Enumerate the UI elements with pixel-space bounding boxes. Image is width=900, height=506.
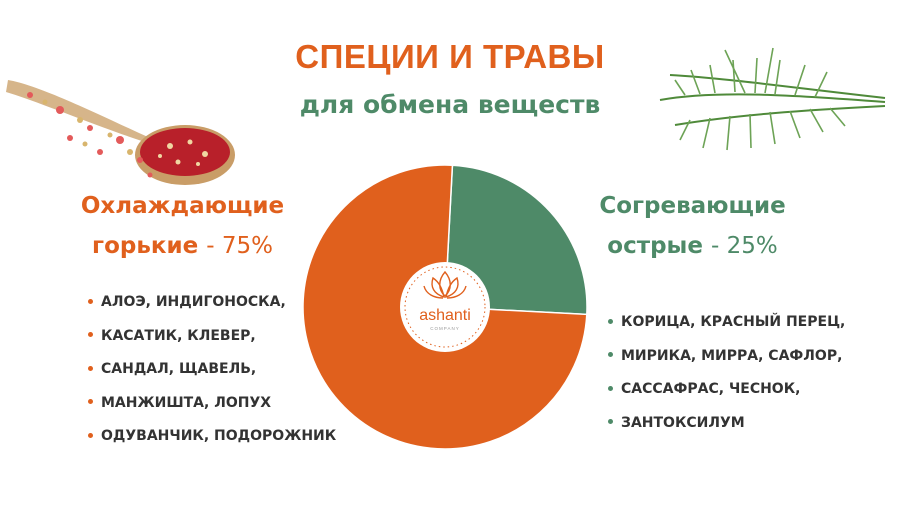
page-title: СПЕЦИИ И ТРАВЫ	[295, 38, 605, 75]
list-item: МИРИКА, МИРРА, САФЛОР,	[608, 346, 845, 380]
bullet-icon	[88, 399, 93, 404]
warming-heading-line2: острые	[607, 233, 703, 259]
bullet-icon	[88, 365, 93, 371]
warming-group-heading: Согревающие острые - 25%	[570, 186, 815, 266]
list-item: ЗАНТОКСИЛУМ	[608, 413, 845, 447]
list-item: КОРИЦА, КРАСНЫЙ ПЕРЕЦ,	[608, 312, 845, 346]
cooling-percent: - 75%	[206, 233, 273, 259]
logo-name: ashanti	[419, 307, 471, 324]
pie-slice-warming	[444, 164, 588, 316]
pie-chart: ashanti COMPANY	[302, 164, 588, 450]
cooling-heading-line1: Охлаждающие	[80, 193, 285, 219]
list-item: САССАФРАС, ЧЕСНОК,	[608, 379, 845, 413]
bullet-icon	[608, 318, 613, 324]
ashanti-logo: ashanti COMPANY	[400, 262, 490, 352]
cooling-herbs-list: АЛОЭ, ИНДИГОНОСКА, КАСАТИК, КЛЕВЕР, САНД…	[88, 292, 336, 460]
bullet-icon	[88, 298, 93, 304]
logo-tagline: COMPANY	[430, 326, 459, 331]
warming-herbs-list: КОРИЦА, КРАСНЫЙ ПЕРЕЦ, МИРИКА, МИРРА, СА…	[608, 312, 845, 446]
bullet-icon	[88, 332, 93, 337]
list-item: КАСАТИК, КЛЕВЕР,	[88, 326, 336, 360]
bullet-icon	[608, 385, 613, 391]
cooling-group-heading: Охлаждающие горькие - 75%	[50, 186, 315, 266]
spice-spoon-image	[6, 80, 235, 185]
list-item: АЛОЭ, ИНДИГОНОСКА,	[88, 292, 336, 326]
page-subtitle: для обмена веществ	[299, 90, 601, 119]
warming-percent: - 25%	[710, 233, 778, 259]
lotus-icon	[423, 270, 467, 299]
list-item: САНДАЛ, ЩАВЕЛЬ,	[88, 359, 336, 393]
list-item: ОДУВАНЧИК, ПОДОРОЖНИК	[88, 426, 336, 460]
cooling-heading-line2: горькие	[92, 233, 199, 259]
warming-heading-line1: Согревающие	[599, 193, 786, 219]
bullet-icon	[608, 352, 613, 357]
bullet-icon	[608, 419, 613, 424]
bullet-icon	[88, 432, 93, 438]
list-item: МАНЖИШТА, ЛОПУХ	[88, 393, 336, 427]
rosemary-image	[659, 47, 886, 151]
